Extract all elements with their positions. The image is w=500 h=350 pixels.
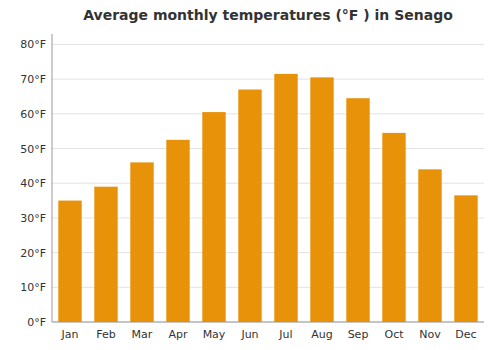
y-tick-label: 0°F <box>27 316 46 329</box>
bar <box>382 133 405 322</box>
grid-line <box>52 322 484 323</box>
bar <box>94 187 117 322</box>
x-axis: Jan Feb Mar Apr May Jun Jul Aug Sep Oct Nov Dec <box>61 328 477 341</box>
x-tick-label: Apr <box>168 328 188 341</box>
bar <box>454 195 477 322</box>
x-axis-line <box>52 322 484 323</box>
bar <box>274 74 297 322</box>
x-tick-label: Feb <box>96 328 115 341</box>
bar <box>310 77 333 322</box>
x-tick-label: Sep <box>348 328 369 341</box>
y-tick-label: 20°F <box>20 247 46 260</box>
y-tick-label: 60°F <box>20 108 46 121</box>
bar <box>166 140 189 322</box>
y-tick-label: 10°F <box>20 281 46 294</box>
x-tick-label: Nov <box>419 328 441 341</box>
y-tick-label: 80°F <box>20 38 46 51</box>
y-tick-label: 30°F <box>20 212 46 225</box>
y-tick-label: 70°F <box>20 73 46 86</box>
bar <box>130 162 153 322</box>
grid-line <box>52 113 484 114</box>
y-tick-label: 50°F <box>20 143 46 156</box>
x-tick-label: Dec <box>455 328 476 341</box>
y-axis: 0°F 10°F 20°F 30°F 40°F 50°F 60°F 70°F 80°F <box>20 38 46 329</box>
x-tick-label: Aug <box>311 328 332 341</box>
bars <box>58 74 477 322</box>
x-tick-label: May <box>203 328 226 341</box>
y-axis-line <box>52 34 53 322</box>
title: Average monthly temperatures (°F ) in Se… <box>83 7 453 23</box>
x-tick-label: Jun <box>240 328 258 341</box>
bar <box>346 98 369 322</box>
bar <box>202 112 225 322</box>
grid-line <box>52 44 484 45</box>
x-tick-label: Jan <box>61 328 79 341</box>
chart: Average monthly temperatures (°F ) in Se… <box>0 0 500 350</box>
chart-container: Average monthly temperatures (°F ) in Se… <box>0 0 500 350</box>
bar <box>58 201 81 322</box>
bar <box>238 90 261 322</box>
grid <box>52 44 484 322</box>
x-tick-label: Oct <box>384 328 404 341</box>
x-tick-label: Mar <box>132 328 153 341</box>
grid-line <box>52 148 484 149</box>
bar <box>418 169 441 322</box>
x-tick-label: Jul <box>278 328 292 341</box>
grid-line <box>52 79 484 80</box>
y-tick-label: 40°F <box>20 177 46 190</box>
